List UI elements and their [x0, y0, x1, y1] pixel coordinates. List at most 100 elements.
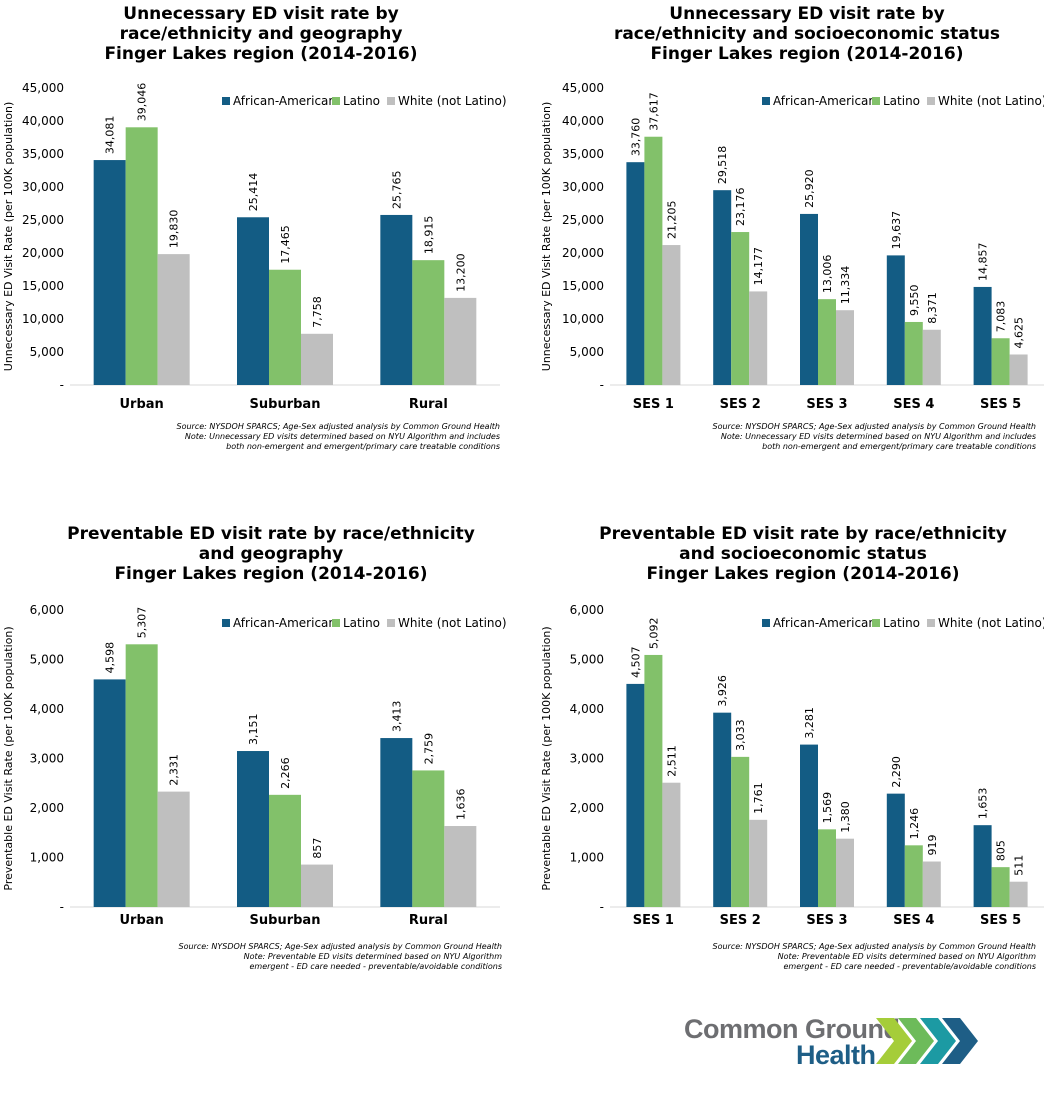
category-label: SES 4	[893, 913, 934, 928]
data-label: 1,653	[977, 788, 990, 820]
y-tick-label: 1,000	[30, 851, 64, 865]
y-tick-label: 45,000	[562, 81, 604, 95]
y-tick-label: 4,000	[30, 702, 64, 716]
data-label: 21,205	[665, 201, 678, 240]
bar-chart: - 5,000 10,000 15,000 20,000 25,000 30,000 35,0…	[2, 81, 507, 412]
data-label: 11,334	[839, 266, 852, 305]
y-tick-label: 20,000	[22, 246, 64, 260]
category-label: Rural	[409, 397, 448, 412]
y-axis-label: Unnecessary ED Visit Rate (per 100K popu…	[2, 102, 15, 371]
bar	[1009, 354, 1028, 385]
footnote-line: Source: NYSDOH SPARCS; Age-Sex adjusted …	[178, 942, 502, 951]
data-label: 25,765	[390, 170, 403, 209]
bar	[93, 160, 126, 385]
chart-title-line: and geography	[198, 544, 344, 564]
data-label: 25,920	[803, 169, 816, 208]
chart-title: Preventable ED visit rate by race/ethnic…	[542, 524, 1044, 584]
chart-title: Unnecessary ED visit rate by race/ethnic…	[0, 4, 522, 64]
category-label: SES 1	[633, 397, 674, 412]
y-tick-label: 35,000	[562, 147, 604, 161]
bar-chart: - 1,000 2,000 3,000 4,000 5,000 6,000 Preventab…	[540, 603, 1044, 928]
bar	[973, 286, 992, 385]
legend-swatch	[222, 97, 230, 105]
bar-chart: - 5,000 10,000 15,000 20,000 25,000 30,000 35,0…	[540, 81, 1044, 412]
data-label: 4,507	[629, 646, 642, 678]
bar	[301, 333, 333, 385]
bar	[713, 190, 732, 385]
data-label: 919	[926, 835, 939, 856]
footnote-line: Note: Unnecessary ED visits determined b…	[184, 432, 500, 441]
data-label: 17,465	[279, 225, 292, 264]
legend-label: African-American	[773, 616, 876, 630]
bar	[904, 845, 923, 907]
data-label: 3,281	[803, 707, 816, 739]
data-label: 4,625	[1013, 317, 1026, 349]
chart-title-line: Finger Lakes region (2014-2016)	[650, 44, 964, 64]
logo-text-line2: Health	[796, 1040, 876, 1070]
data-label: 39,046	[136, 83, 149, 122]
data-label: 4,598	[104, 642, 117, 674]
bar	[991, 338, 1010, 385]
data-label: 1,380	[839, 801, 852, 833]
y-axis-label: Preventable ED Visit Rate (per 100K popu…	[540, 626, 553, 890]
bar	[269, 269, 301, 385]
bar	[237, 751, 269, 907]
bar	[922, 329, 941, 385]
y-tick-label: 35,000	[22, 147, 64, 161]
bar	[412, 770, 445, 907]
data-label: 5,307	[136, 607, 149, 639]
chart-title-line: Preventable ED visit rate by race/ethnic…	[599, 524, 1007, 544]
bar	[991, 867, 1010, 907]
data-label: 857	[311, 838, 324, 859]
category-label: Suburban	[250, 397, 321, 412]
chart-panel-preventable-geography: Preventable ED visit rate by race/ethnic…	[0, 522, 522, 982]
bar	[731, 756, 750, 907]
bar	[125, 127, 158, 386]
y-axis-label: Preventable ED Visit Rate (per 100K popu…	[2, 626, 15, 890]
data-label: 29,518	[716, 146, 729, 185]
data-label: 13,006	[821, 255, 834, 294]
y-tick-label: -	[60, 900, 64, 914]
legend-swatch	[927, 619, 935, 627]
footnote-line: Source: NYSDOH SPARCS; Age-Sex adjusted …	[176, 422, 500, 431]
data-label: 25,414	[247, 173, 260, 212]
data-label: 3,033	[734, 719, 747, 751]
y-tick-label: 2,000	[570, 801, 604, 815]
y-tick-label: -	[600, 378, 604, 392]
bar	[157, 791, 190, 907]
y-tick-label: 40,000	[22, 114, 64, 128]
chart-title: Preventable ED visit rate by race/ethnic…	[10, 524, 532, 584]
bar	[1009, 881, 1028, 907]
category-label: Suburban	[250, 913, 321, 928]
bar	[237, 217, 269, 385]
chart-panel-preventable-ses: Preventable ED visit rate by race/ethnic…	[522, 522, 1044, 982]
bar	[818, 299, 836, 385]
data-label: 2,290	[890, 756, 903, 788]
category-label: SES 1	[633, 913, 674, 928]
category-label: SES 5	[980, 913, 1021, 928]
y-tick-label: 10,000	[562, 312, 604, 326]
data-label: 511	[1013, 855, 1026, 876]
bar	[301, 864, 333, 907]
y-tick-label: -	[600, 900, 604, 914]
category-label: SES 4	[893, 397, 934, 412]
chart-title: Unnecessary ED visit rate by race/ethnic…	[546, 4, 1044, 64]
chart-title-line: race/ethnicity and socioeconomic status	[613, 24, 1001, 44]
category-label: SES 2	[720, 913, 761, 928]
legend-swatch	[762, 97, 770, 105]
data-label: 34,081	[104, 116, 117, 155]
y-tick-label: 4,000	[570, 702, 604, 716]
y-tick-label: 10,000	[22, 312, 64, 326]
data-label: 3,151	[247, 714, 260, 746]
bar	[818, 829, 836, 907]
legend-swatch	[222, 619, 230, 627]
bar	[662, 782, 681, 907]
category-label: SES 2	[720, 397, 761, 412]
y-tick-label: 6,000	[30, 603, 64, 617]
footnote-line: Note: Preventable ED visits determined b…	[243, 952, 502, 961]
y-tick-label: 5,000	[30, 345, 64, 359]
legend-swatch	[332, 619, 340, 627]
bar	[973, 825, 992, 907]
bar	[922, 861, 941, 907]
bar	[731, 232, 750, 385]
